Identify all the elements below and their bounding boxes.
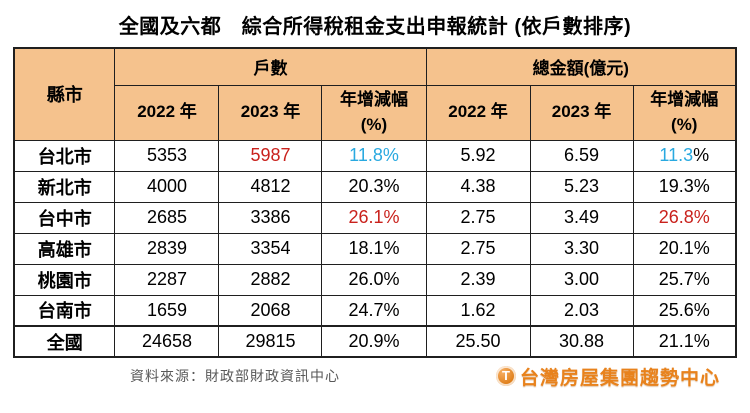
value-cell: 3.49	[529, 201, 634, 234]
value-cell: 3.30	[529, 232, 634, 265]
value-cell: 20.9%	[321, 325, 427, 358]
city-cell: 新北市	[13, 170, 116, 203]
value-cell: 11.8%	[321, 139, 427, 172]
group-header-households: 戶數	[114, 47, 427, 86]
value-cell: 2839	[114, 232, 220, 265]
value-cell: 25.7%	[632, 263, 737, 296]
value-cell: 3354	[218, 232, 323, 265]
value-cell: 1.62	[425, 294, 531, 327]
table-row: 台中市 2685 3386 26.1% 2.75 3.49 26.8%	[13, 201, 737, 234]
brand-logo-text: 台灣房屋集團趨勢中心	[519, 367, 720, 389]
value-cell: 2.75	[425, 232, 531, 265]
value-cell: 2287	[114, 263, 220, 296]
table-header-sub-row: 2022 年 2023 年 年增減幅 (%) 2022 年 2023 年	[14, 84, 737, 141]
brand-logo-icon: T	[495, 366, 516, 386]
value-cell: 5987	[218, 139, 323, 172]
group-header-total-amount: 總金額(億元)	[425, 47, 737, 86]
value-cell: 21.1%	[632, 325, 737, 358]
value-cell: 2068	[218, 294, 323, 327]
city-cell: 桃園市	[13, 263, 116, 296]
table-header-group-row: 縣市 戶數 總金額(億元)	[13, 47, 737, 141]
value-cell: 30.88	[529, 325, 634, 358]
value-cell: 4000	[114, 170, 220, 203]
brand-logo: T 台灣房屋集團趨勢中心	[495, 363, 720, 390]
value-cell: 3386	[218, 201, 323, 234]
value-cell: 26.1%	[321, 201, 427, 234]
footer: 資料來源：財政部財政資訊中心 T 台灣房屋集團趨勢中心	[14, 358, 736, 392]
page-title: 全國及六都 綜合所得稅租金支出申報統計 (依戶數排序)	[118, 16, 632, 38]
city-cell: 台南市	[13, 294, 116, 327]
col-header-amount-2023: 2023 年	[529, 84, 634, 141]
col-header-households-2023: 2023 年	[218, 84, 323, 141]
value-cell: 1659	[114, 294, 220, 327]
table-body: 台北市 5353 5987 11.8% 5.92 6.59 11.3% 新北市 4000 4812…	[13, 139, 737, 358]
value-cell: 19.3%	[632, 170, 737, 203]
value-cell: 3.00	[529, 263, 634, 296]
table-row: 桃園市 2287 2882 26.0% 2.39 3.00 25.7%	[13, 263, 737, 296]
col-header-households-2022: 2022 年	[114, 84, 220, 141]
value-cell: 5.23	[529, 170, 634, 203]
table-row: 高雄市 2839 3354 18.1% 2.75 3.30 20.1%	[13, 232, 737, 265]
table-row: 台南市 1659 2068 24.7% 1.62 2.03 25.6%	[13, 294, 737, 327]
value-cell: 5353	[114, 139, 220, 172]
value-cell: 24.7%	[321, 294, 427, 327]
value-cell: 6.59	[529, 139, 634, 172]
value-cell: 26.8%	[632, 201, 737, 234]
value-cell: 4.38	[425, 170, 531, 203]
value-cell: 26.0%	[321, 263, 427, 296]
data-source: 資料來源：財政部財政資訊中心	[130, 368, 340, 384]
value-cell: 29815	[218, 325, 323, 358]
value-cell: 2.03	[529, 294, 634, 327]
col-header-amount-2022: 2022 年	[425, 84, 531, 141]
value-cell: 20.1%	[632, 232, 737, 265]
value-cell: 2.39	[425, 263, 531, 296]
stats-table: 縣市 戶數 總金額(億元) 2022 年 2023 年 年增減幅 (%)	[12, 47, 738, 358]
value-cell: 24658	[114, 325, 220, 358]
city-cell: 全國	[13, 325, 116, 358]
value-cell: 11.3%	[632, 139, 737, 172]
value-cell: 5.92	[425, 139, 531, 172]
table-header: 縣市 戶數 總金額(億元) 2022 年 2023 年 年增減幅 (%)	[13, 47, 737, 141]
value-cell: 2.75	[425, 201, 531, 234]
table-row: 新北市 4000 4812 20.3% 4.38 5.23 19.3%	[13, 170, 737, 203]
col-header-city: 縣市	[13, 47, 116, 141]
table-row: 台北市 5353 5987 11.8% 5.92 6.59 11.3%	[13, 139, 737, 172]
value-cell: 18.1%	[321, 232, 427, 265]
value-cell: 20.3%	[321, 170, 427, 203]
value-cell: 25.50	[425, 325, 531, 358]
city-cell: 台北市	[13, 139, 116, 172]
value-cell: 2882	[218, 263, 323, 296]
table-total-row: 全國 24658 29815 20.9% 25.50 30.88 21.1%	[13, 325, 737, 358]
value-cell: 4812	[218, 170, 323, 203]
value-cell: 2685	[114, 201, 220, 234]
value-cell: 25.6%	[632, 294, 737, 327]
col-header-households-change: 年增減幅 (%)	[321, 84, 427, 141]
city-cell: 台中市	[13, 201, 116, 234]
city-cell: 高雄市	[13, 232, 116, 265]
col-header-amount-change: 年增減幅 (%)	[632, 84, 737, 141]
